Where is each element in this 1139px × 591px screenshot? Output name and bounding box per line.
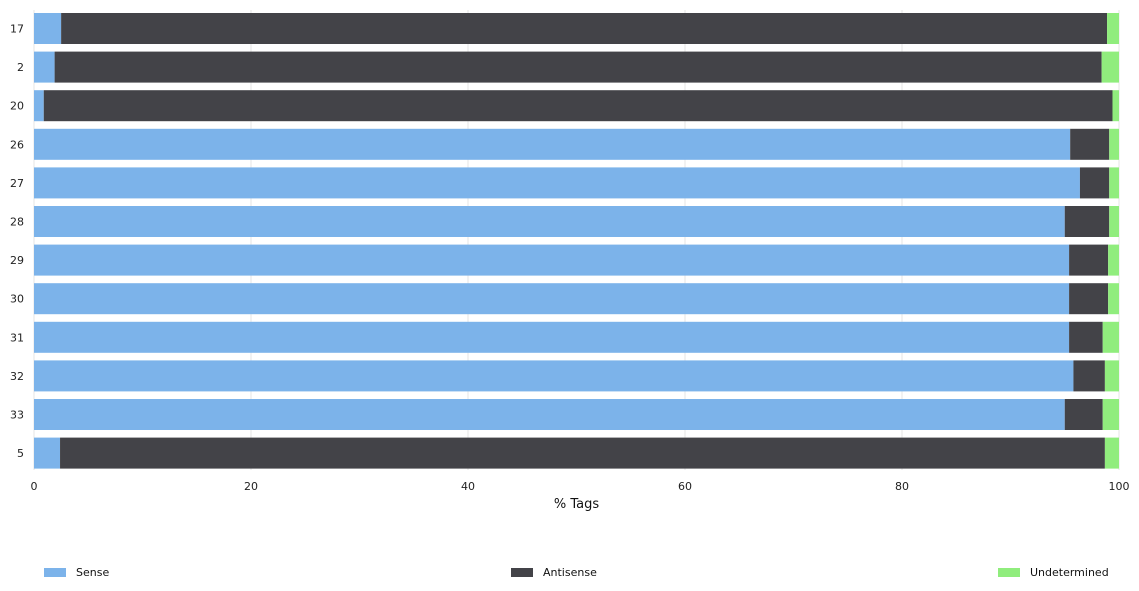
legend-swatch bbox=[998, 568, 1020, 577]
bar-antisense-29 bbox=[1069, 244, 1109, 276]
bar-antisense-30 bbox=[1069, 283, 1109, 315]
x-tick-label: 40 bbox=[461, 480, 475, 493]
legend-swatch bbox=[44, 568, 66, 577]
x-tick-label: 80 bbox=[895, 480, 909, 493]
bar-undetermined-17 bbox=[1107, 13, 1119, 44]
bar-sense-20 bbox=[34, 90, 44, 122]
category-label: 33 bbox=[10, 409, 24, 422]
category-label: 30 bbox=[10, 293, 24, 306]
legend-label: Antisense bbox=[543, 566, 597, 579]
x-tick-label: 60 bbox=[678, 480, 692, 493]
bar-sense-31 bbox=[34, 321, 1070, 353]
bar-antisense-27 bbox=[1079, 167, 1110, 199]
stacked-bar-chart: 17 2 20 26 27 28 29 30 31 32 33 5 0 20 40 60 80 100 % Ta… bbox=[10, 10, 1130, 512]
bar-antisense-31 bbox=[1069, 321, 1103, 353]
category-label: 29 bbox=[10, 254, 24, 267]
bar-antisense-5 bbox=[60, 437, 1105, 469]
bar-antisense-33 bbox=[1064, 399, 1103, 430]
bar-undetermined-30 bbox=[1108, 283, 1119, 315]
bar-undetermined-2 bbox=[1101, 51, 1119, 83]
bar-undetermined-5 bbox=[1104, 437, 1119, 469]
legend-label: Undetermined bbox=[1030, 566, 1109, 579]
category-label: 2 bbox=[17, 61, 24, 74]
bar-undetermined-32 bbox=[1104, 360, 1119, 392]
category-label: 32 bbox=[10, 370, 24, 383]
bar-sense-28 bbox=[34, 206, 1065, 237]
category-label: 28 bbox=[10, 216, 24, 229]
bar-antisense-28 bbox=[1064, 206, 1110, 237]
category-label: 5 bbox=[17, 447, 24, 460]
bar-antisense-20 bbox=[43, 90, 1113, 122]
bar-sense-32 bbox=[34, 360, 1074, 392]
bar-sense-33 bbox=[34, 399, 1065, 430]
category-label: 26 bbox=[10, 138, 24, 151]
legend-item-sense[interactable]: Sense bbox=[44, 566, 109, 579]
x-tick-label: 0 bbox=[31, 480, 38, 493]
bar-sense-17 bbox=[34, 13, 62, 44]
bar-undetermined-20 bbox=[1112, 90, 1119, 122]
legend-item-antisense[interactable]: Antisense bbox=[511, 566, 597, 579]
bar-antisense-26 bbox=[1070, 128, 1110, 160]
category-label: 27 bbox=[10, 177, 24, 190]
gridlines bbox=[33, 10, 1120, 470]
bar-sense-30 bbox=[34, 283, 1070, 315]
bar-undetermined-27 bbox=[1109, 167, 1119, 199]
x-tick-label: 100 bbox=[1109, 480, 1130, 493]
bar-undetermined-26 bbox=[1109, 128, 1119, 160]
bar-sense-29 bbox=[34, 244, 1070, 276]
legend-item-undetermined[interactable]: Undetermined bbox=[998, 566, 1109, 579]
bar-sense-5 bbox=[34, 437, 61, 469]
bar-antisense-17 bbox=[61, 13, 1108, 44]
category-label: 17 bbox=[10, 23, 24, 36]
legend-label: Sense bbox=[76, 566, 110, 579]
bar-antisense-32 bbox=[1073, 360, 1105, 392]
legend: Sense Antisense Undetermined bbox=[0, 560, 1139, 584]
x-axis-title: % Tags bbox=[554, 497, 599, 512]
x-tick-label: 20 bbox=[244, 480, 258, 493]
bar-undetermined-29 bbox=[1108, 244, 1119, 276]
bar-antisense-2 bbox=[54, 51, 1102, 83]
x-tick-labels: 0 20 40 60 80 100 bbox=[31, 480, 1130, 493]
bar-undetermined-33 bbox=[1102, 399, 1119, 430]
bars bbox=[34, 13, 1119, 469]
bar-sense-2 bbox=[34, 51, 55, 83]
bar-sense-26 bbox=[34, 128, 1071, 160]
bar-undetermined-31 bbox=[1102, 321, 1119, 353]
category-label: 20 bbox=[10, 100, 24, 113]
bar-undetermined-28 bbox=[1109, 206, 1119, 237]
bar-sense-27 bbox=[34, 167, 1080, 199]
legend-swatch bbox=[511, 568, 533, 577]
category-label: 31 bbox=[10, 331, 24, 344]
category-labels: 17 2 20 26 27 28 29 30 31 32 33 5 bbox=[10, 23, 24, 461]
